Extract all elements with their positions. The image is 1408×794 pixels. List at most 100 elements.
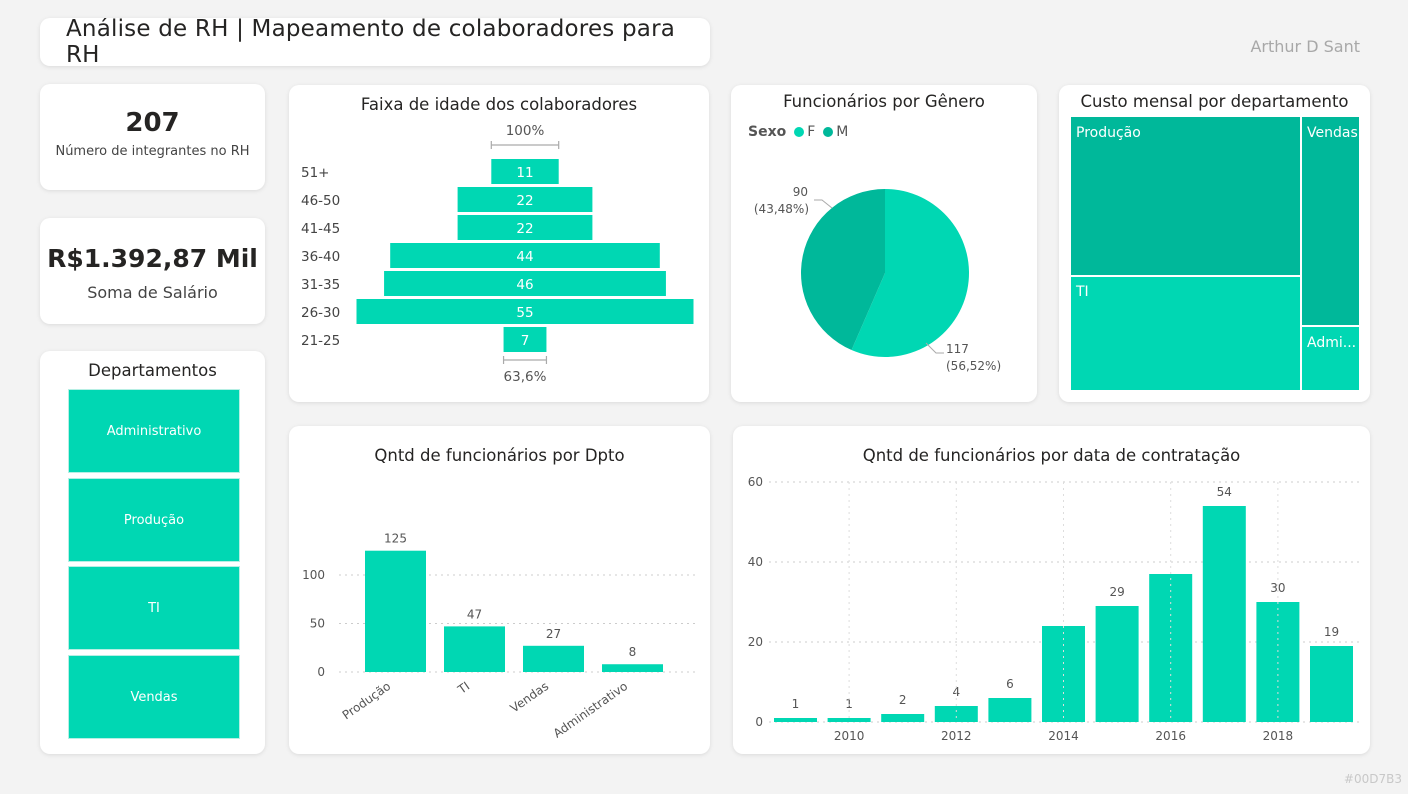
pie-label-f-pct: (56,52%) [946, 359, 1001, 373]
age-category-label: 26-30 [301, 305, 340, 321]
dept-button-administrativo[interactable]: Administrativo [68, 389, 240, 473]
hire-y-tick: 60 [748, 475, 763, 489]
dept-value-label: 47 [467, 607, 482, 621]
gender-legend-m[interactable]: M [836, 124, 849, 140]
cost-treemap-chart: Produção Vendas TI Admi... [1069, 115, 1361, 392]
legend-dot-icon [823, 127, 834, 137]
age-value-label: 46 [516, 277, 533, 293]
age-category-label: 31-35 [301, 277, 340, 293]
dept-bar-chart: 0 50 100 125 Produção 47 TI 27 Vendas 8 Administra… [302, 532, 699, 741]
dept-value-label: 8 [629, 645, 637, 659]
dept-y-tick: 50 [310, 616, 325, 630]
dept-category-label: Vendas [508, 679, 552, 715]
hire-bar[interactable] [1149, 574, 1193, 722]
hire-bar[interactable] [827, 718, 871, 722]
kpi-salary-card: R$1.392,87 Mil Soma de Salário [40, 218, 265, 324]
age-bar[interactable] [503, 327, 547, 352]
dept-button-label: Vendas [130, 689, 178, 705]
dept-value-label: 27 [546, 627, 561, 641]
age-bar[interactable] [457, 215, 593, 240]
dept-category-label: Administrativo [551, 679, 631, 741]
pie-leader-f [925, 342, 944, 354]
cost-chart-card: Custo mensal por departamento Produção V… [1059, 85, 1370, 402]
departments-slicer: Departamentos Administrativo Produção TI… [40, 351, 265, 754]
hire-chart-card: Qntd de funcionários por data de contrat… [733, 426, 1370, 754]
dept-y-tick: 100 [302, 568, 325, 582]
age-value-label: 22 [516, 193, 533, 209]
dept-chart-title: Qntd de funcionários por Dpto [374, 446, 625, 465]
age-category-label: 41-45 [301, 221, 340, 237]
pie-slice-m[interactable] [801, 189, 885, 351]
age-bar[interactable] [356, 299, 694, 324]
treemap-cell-ti[interactable] [1069, 275, 1302, 392]
pie-label-f-value: 117 [946, 342, 969, 356]
treemap-label-producao: Produção [1076, 125, 1141, 141]
kpi-employees-value: 207 [125, 108, 180, 138]
author-name: Arthur D Sant [1250, 37, 1360, 56]
gender-legend-f[interactable]: F [807, 124, 816, 140]
treemap-cell-admin[interactable] [1300, 325, 1361, 392]
dept-bar[interactable] [602, 664, 663, 672]
age-value-label: 55 [516, 305, 533, 321]
hire-bar[interactable] [1202, 506, 1246, 722]
hire-bar[interactable] [881, 714, 925, 722]
gender-pie-chart: 117 (56,52%) 90 (43,48%) [754, 185, 1001, 373]
dept-button-label: TI [148, 600, 160, 616]
age-bar[interactable] [390, 243, 660, 268]
gender-chart-card: Funcionários por Gênero Sexo F M 117 (56,… [731, 85, 1037, 402]
hire-bar[interactable] [988, 698, 1032, 722]
hire-value-label: 6 [1006, 677, 1014, 691]
pie-label-m-pct: (43,48%) [754, 202, 809, 216]
hire-bar[interactable] [774, 718, 817, 722]
hire-y-tick: 0 [755, 715, 763, 729]
age-chart-title: Faixa de idade dos colaboradores [360, 95, 638, 114]
dept-button-ti[interactable]: TI [68, 566, 240, 650]
age-value-label: 11 [516, 165, 533, 181]
dept-category-label: Produção [340, 679, 394, 722]
hire-y-tick: 40 [748, 555, 763, 569]
page-title-card: Análise de RH | Mapeamento de colaborado… [40, 18, 710, 66]
hire-bar[interactable] [934, 706, 978, 722]
kpi-employees-card: 207 Número de integrantes no RH [40, 84, 265, 190]
age-bottom-percent: 63,6% [504, 369, 547, 385]
dept-y-tick: 0 [317, 665, 325, 679]
kpi-employees-label: Número de integrantes no RH [55, 144, 250, 159]
dept-bar[interactable] [365, 550, 426, 672]
age-category-label: 46-50 [301, 193, 340, 209]
age-category-label: 51+ [301, 165, 330, 181]
age-funnel-chart: 51+ 11 46-50 22 41-45 22 36-40 44 31-35 46 26-30 55… [301, 123, 694, 385]
departments-title: Departamentos [88, 361, 217, 380]
hire-bar[interactable] [1310, 646, 1353, 722]
dept-bar[interactable] [444, 626, 505, 672]
age-category-label: 36-40 [301, 249, 340, 265]
dept-button-vendas[interactable]: Vendas [68, 655, 240, 739]
page-title: Análise de RH | Mapeamento de colaborado… [66, 18, 676, 66]
dept-bar[interactable] [523, 645, 584, 672]
hire-value-label: 1 [792, 697, 800, 711]
hire-x-tick: 2018 [1263, 729, 1294, 743]
hire-x-tick: 2012 [941, 729, 972, 743]
age-bottom-bracket [502, 356, 548, 364]
age-value-label: 44 [516, 249, 533, 265]
age-top-bracket [490, 141, 560, 149]
dept-category-label: TI [454, 679, 472, 697]
hire-x-tick: 2010 [834, 729, 865, 743]
hire-value-label: 2 [899, 693, 907, 707]
hire-bar-chart: 0204060112462954301920102012201420162018 [748, 475, 1360, 743]
age-category-label: 21-25 [301, 333, 340, 349]
hire-bar[interactable] [1095, 606, 1139, 722]
age-bar[interactable] [491, 159, 559, 184]
hire-value-label: 19 [1324, 625, 1339, 639]
pie-leader-m [814, 199, 833, 209]
age-bar[interactable] [457, 187, 593, 212]
gender-legend: Sexo F M [748, 124, 848, 140]
treemap-cell-vendas[interactable] [1300, 115, 1361, 327]
age-top-percent: 100% [506, 123, 545, 139]
hire-x-tick: 2014 [1048, 729, 1079, 743]
legend-dot-icon [794, 127, 805, 137]
pie-slice-f[interactable] [851, 189, 969, 357]
age-bar[interactable] [384, 271, 666, 296]
dept-button-producao[interactable]: Produção [68, 478, 240, 562]
dept-value-label: 125 [384, 532, 407, 546]
kpi-salary-value: R$1.392,87 Mil [47, 244, 258, 273]
